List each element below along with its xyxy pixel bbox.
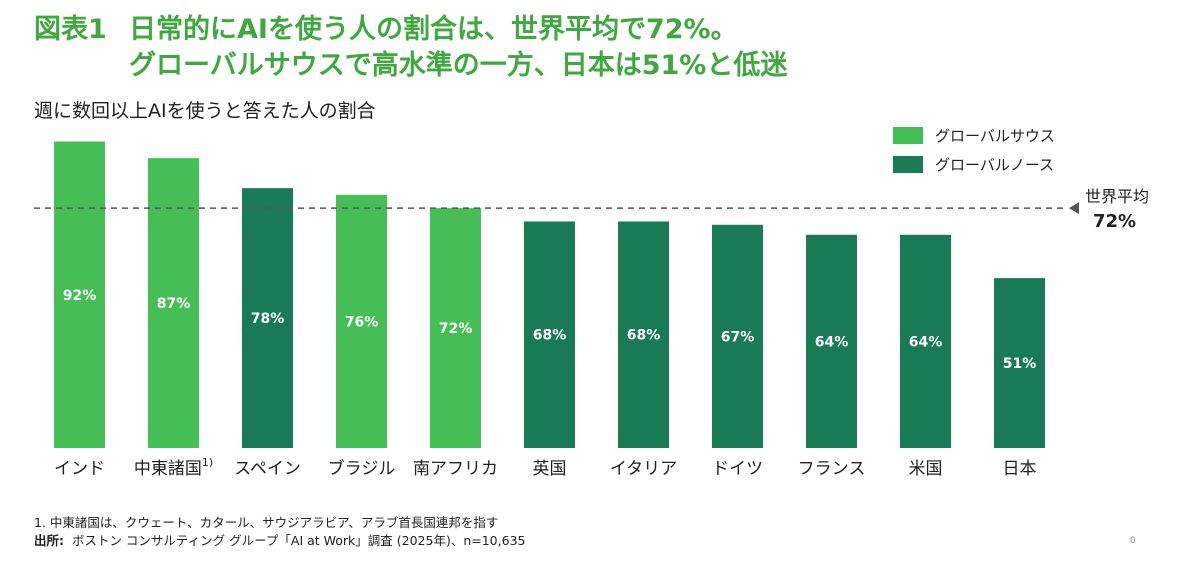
figure-label: 図表1 xyxy=(34,14,107,45)
legend: グローバルサウス グローバルノース xyxy=(893,126,1055,184)
category-label-4: 南アフリカ xyxy=(413,459,498,479)
source-label: 出所: xyxy=(34,533,64,548)
bar-6 xyxy=(618,221,669,448)
category-label-2: スペイン xyxy=(234,459,301,479)
category-label-9: 米国 xyxy=(909,459,943,479)
legend-label-global-south: グローバルサウス xyxy=(935,126,1055,145)
bar-2 xyxy=(242,188,293,449)
average-label: 世界平均 xyxy=(1085,187,1150,206)
source-text: ボストン コンサルティング グループ「AI at Work」調査 (2025年)… xyxy=(71,533,526,548)
bar-1 xyxy=(148,158,199,449)
legend-swatch-global-north xyxy=(893,155,923,173)
bar-9 xyxy=(900,234,951,448)
bar-8 xyxy=(806,234,857,448)
title-line-1: 日常的にAIを使う人の割合は、世界平均で72%。 xyxy=(129,14,738,45)
footnote: 1. 中東諸国は、クウェート、カタール、サウジアラビア、アラブ首長国連邦を指す xyxy=(34,515,499,530)
chart-subtitle: 週に数回以上AIを使うと答えた人の割合 xyxy=(34,100,376,122)
category-label-0: インド xyxy=(54,459,105,479)
category-label-6: イタリア xyxy=(610,459,677,479)
average-marker-icon xyxy=(1069,202,1079,215)
legend-item-global-north: グローバルノース xyxy=(893,155,1055,174)
category-note-1: 1) xyxy=(202,456,213,469)
page-number: 0 xyxy=(1130,536,1136,546)
category-label-7: ドイツ xyxy=(712,459,763,479)
bar-value-label-9: 64% xyxy=(909,334,943,350)
bar-value-label-4: 72% xyxy=(439,321,473,337)
bar-value-label-0: 92% xyxy=(63,288,97,304)
bar-value-label-8: 64% xyxy=(815,334,849,350)
bar-0 xyxy=(54,141,105,448)
legend-swatch-global-south xyxy=(893,126,923,144)
bar-7 xyxy=(712,224,763,448)
bar-value-label-6: 68% xyxy=(627,328,661,344)
bar-value-label-3: 76% xyxy=(345,314,379,330)
category-label-1: 中東諸国1) xyxy=(134,456,213,479)
bar-4 xyxy=(430,208,481,448)
bar-5 xyxy=(524,221,575,448)
title-line-2: グローバルサウスで高水準の一方、日本は51%と低迷 xyxy=(129,50,788,81)
bar-value-label-5: 68% xyxy=(533,328,567,344)
category-label-5: 英国 xyxy=(533,459,567,479)
bar-10 xyxy=(994,278,1045,448)
bar-value-label-10: 51% xyxy=(1003,356,1037,372)
category-label-3: ブラジル xyxy=(328,458,396,479)
bar-value-label-1: 87% xyxy=(157,296,191,312)
bar-value-label-2: 78% xyxy=(251,311,285,327)
average-value: 72% xyxy=(1093,211,1137,232)
source-note: 出所: ボストン コンサルティング グループ「AI at Work」調査 (20… xyxy=(34,530,525,549)
legend-item-global-south: グローバルサウス xyxy=(893,126,1055,145)
chart-title: 図表1 日常的にAIを使う人の割合は、世界平均で72%。 グローバルサウスで高水準… xyxy=(34,12,787,84)
category-label-10: 日本 xyxy=(1003,459,1037,479)
legend-label-global-north: グローバルノース xyxy=(935,155,1055,174)
bar-value-label-7: 67% xyxy=(721,329,755,345)
bar-3 xyxy=(336,194,387,448)
category-label-8: フランス xyxy=(798,459,866,479)
